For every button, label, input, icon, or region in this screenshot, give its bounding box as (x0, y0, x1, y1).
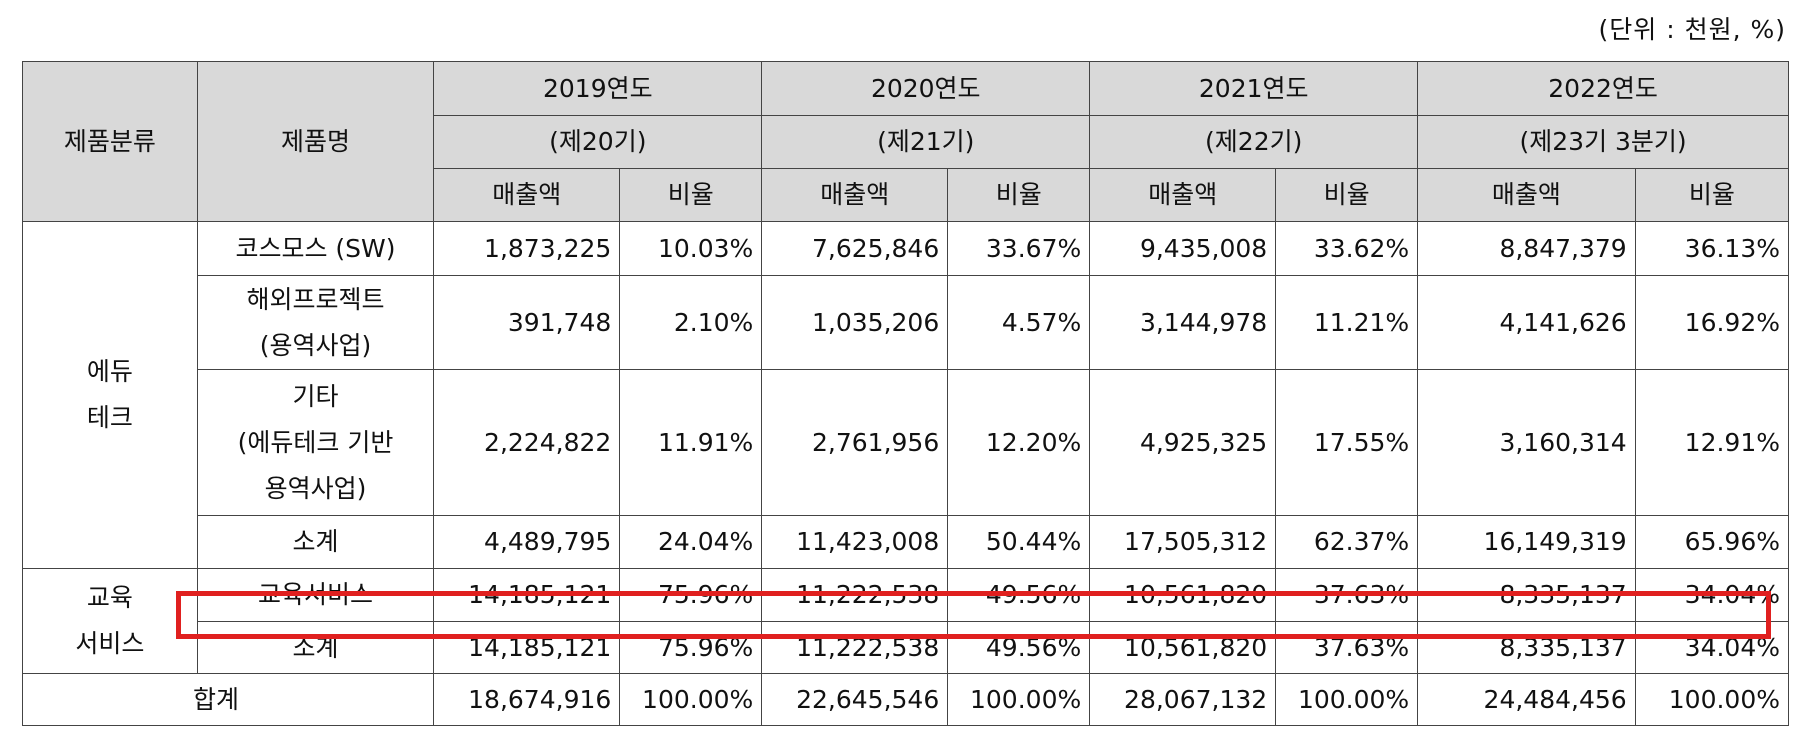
sales-value: 391,748 (433, 275, 621, 370)
ratio-value: 36.13% (1634, 221, 1790, 276)
ratio-value: 33.62% (1275, 221, 1419, 276)
sales-value: 8,335,137 (1417, 568, 1636, 622)
product-name: 교육서비스 (196, 568, 435, 622)
ratio-value: 4.57% (947, 275, 1091, 370)
total-label: 합계 (21, 673, 435, 726)
product-name: 기타 (에듀테크 기반 용역사업) (196, 369, 435, 516)
total-ratio-value: 100.00% (619, 673, 763, 726)
unit-label: (단위 : 천원, %) (1598, 15, 1786, 44)
sales-value: 4,925,325 (1089, 369, 1277, 516)
ratio-value: 34.04% (1634, 568, 1790, 622)
header-period-20: (제20기) (433, 115, 763, 169)
table-row-subtotal: 소계 4,489,795 24.04% 11,423,008 50.44% 17… (23, 515, 1790, 569)
category-edutech: 에듀 테크 (22, 221, 198, 569)
header-ratio: 비율 (1275, 168, 1419, 222)
table-row-highlighted: 교육 서비스 교육서비스 14,185,121 75.96% 11,222,538… (22, 568, 1790, 674)
sales-value: 2,761,956 (761, 369, 949, 516)
header-ratio: 비율 (947, 168, 1091, 222)
header-category: 제품분류 (22, 61, 198, 222)
sales-value: 7,625,846 (761, 221, 949, 276)
sales-value: 14,185,121 (433, 621, 621, 674)
product-name: 소계 (196, 515, 435, 569)
table-row-subtotal: 소계 14,185,121 75.96% 11,222,538 49.56% 1… (23, 621, 1790, 674)
header-period-23: (제23기 3분기) (1417, 115, 1789, 169)
ratio-value: 62.37% (1275, 515, 1419, 569)
sales-value: 8,335,137 (1417, 621, 1636, 674)
header-product: 제품명 (196, 61, 435, 222)
header-year-2021: 2021연도 (1089, 61, 1419, 116)
product-name: 소계 (196, 621, 435, 674)
ratio-value: 11.21% (1275, 275, 1419, 370)
sales-value: 17,505,312 (1089, 515, 1277, 569)
ratio-value: 11.91% (619, 369, 763, 516)
header-year-2020: 2020연도 (761, 61, 1091, 116)
ratio-value: 24.04% (619, 515, 763, 569)
header-ratio: 비율 (619, 168, 763, 222)
ratio-value: 49.56% (947, 621, 1091, 674)
header-sales: 매출액 (1417, 168, 1636, 222)
ratio-value: 75.96% (619, 621, 763, 674)
header-sales: 매출액 (761, 168, 949, 222)
sales-value: 1,035,206 (761, 275, 949, 370)
sales-value: 11,222,538 (761, 621, 949, 674)
ratio-value: 49.56% (947, 568, 1091, 622)
sales-value: 8,847,379 (1417, 221, 1636, 276)
header-ratio: 비율 (1634, 168, 1790, 222)
ratio-value: 12.91% (1634, 369, 1790, 516)
sales-value: 10,561,820 (1089, 621, 1277, 674)
ratio-value: 75.96% (619, 568, 763, 622)
table-row-total: 합계 18,674,916 100.00% 22,645,546 100.00%… (21, 673, 1790, 726)
table-row: 해외프로젝트 (용역사업) 391,748 2.10% 1,035,206 4.5… (23, 275, 1790, 370)
sales-table: 제품분류 제품명 2019연도 2020연도 2021연도 2022연도 (제2… (21, 61, 1790, 726)
ratio-value: 34.04% (1634, 621, 1790, 674)
ratio-value: 2.10% (619, 275, 763, 370)
header-year-2022: 2022연도 (1417, 61, 1789, 116)
ratio-value: 37.63% (1275, 621, 1419, 674)
total-sales-value: 24,484,456 (1417, 673, 1636, 726)
total-sales-value: 18,674,916 (433, 673, 621, 726)
ratio-value: 17.55% (1275, 369, 1419, 516)
header-period-22: (제22기) (1089, 115, 1419, 169)
table-row: 에듀 테크 코스모스 (SW) 1,873,225 10.03% 7,625,84… (22, 221, 1790, 569)
table-row: 기타 (에듀테크 기반 용역사업) 2,224,822 11.91% 2,761,9… (23, 369, 1790, 516)
sales-value: 9,435,008 (1089, 221, 1277, 276)
ratio-value: 37.63% (1275, 568, 1419, 622)
header-year-2019: 2019연도 (433, 61, 763, 116)
total-ratio-value: 100.00% (947, 673, 1091, 726)
ratio-value: 16.92% (1634, 275, 1790, 370)
sales-value: 16,149,319 (1417, 515, 1636, 569)
sales-value: 2,224,822 (433, 369, 621, 516)
header-sales: 매출액 (1089, 168, 1277, 222)
ratio-value: 50.44% (947, 515, 1091, 569)
sales-value: 3,144,978 (1089, 275, 1277, 370)
total-ratio-value: 100.00% (1275, 673, 1419, 726)
category-education: 교육 서비스 (22, 568, 198, 674)
total-sales-value: 28,067,132 (1089, 673, 1277, 726)
sales-value: 14,185,121 (433, 568, 621, 622)
ratio-value: 33.67% (947, 221, 1091, 276)
total-ratio-value: 100.00% (1634, 673, 1790, 726)
sales-value: 11,423,008 (761, 515, 949, 569)
sales-value: 1,873,225 (433, 221, 621, 276)
product-name: 코스모스 (SW) (196, 221, 435, 276)
sales-value: 11,222,538 (761, 568, 949, 622)
header-sales: 매출액 (433, 168, 621, 222)
ratio-value: 65.96% (1634, 515, 1790, 569)
sales-value: 10,561,820 (1089, 568, 1277, 622)
ratio-value: 12.20% (947, 369, 1091, 516)
sales-value: 4,141,626 (1417, 275, 1636, 370)
product-name: 해외프로젝트 (용역사업) (196, 275, 435, 370)
sales-value: 4,489,795 (433, 515, 621, 569)
sales-value: 3,160,314 (1417, 369, 1636, 516)
ratio-value: 10.03% (619, 221, 763, 276)
total-sales-value: 22,645,546 (761, 673, 949, 726)
header-period-21: (제21기) (761, 115, 1091, 169)
